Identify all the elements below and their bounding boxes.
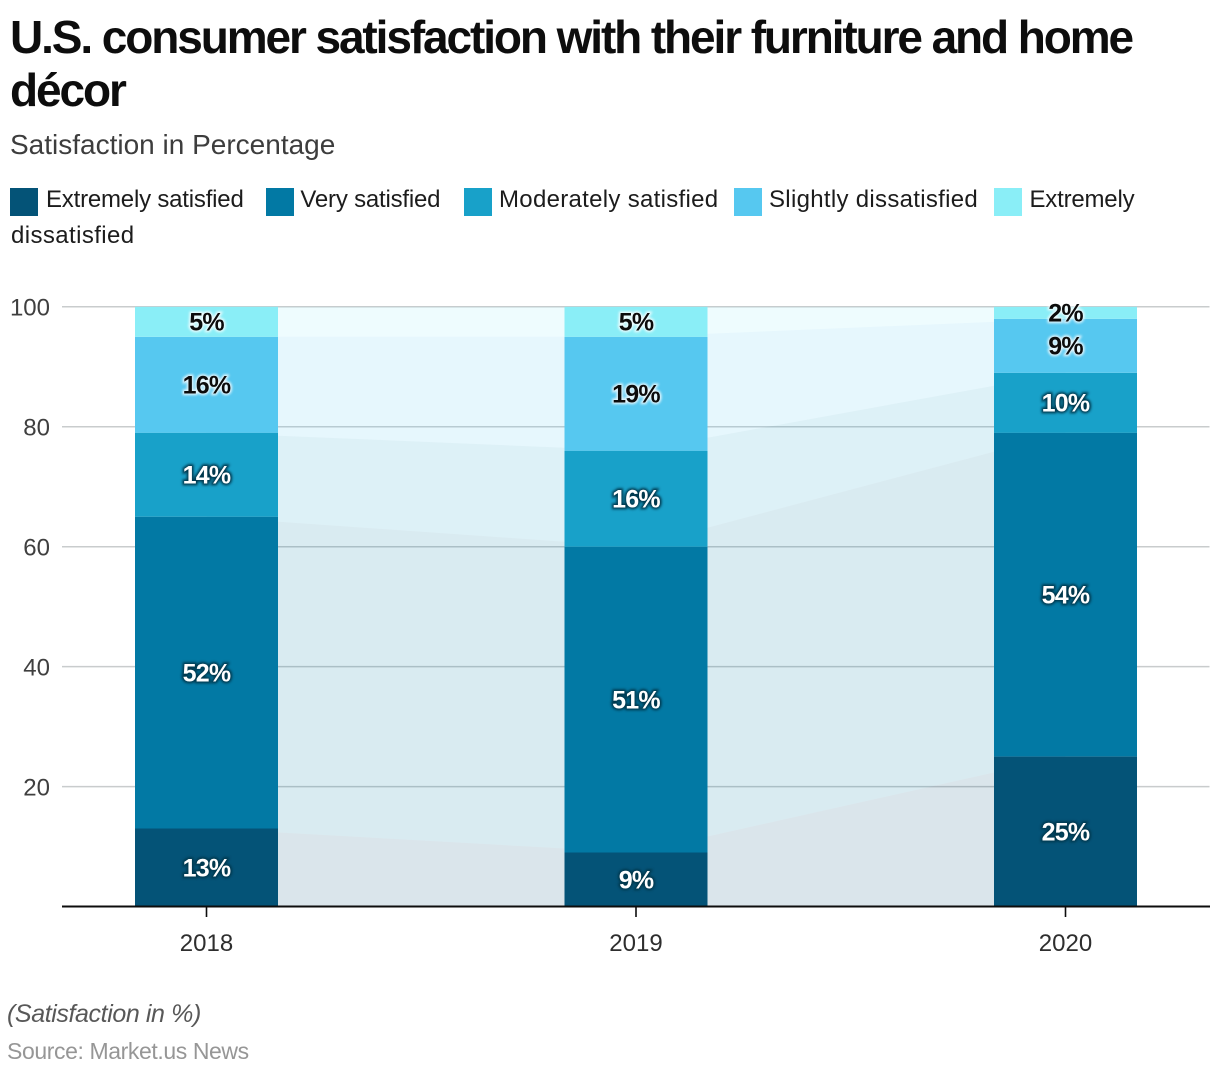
svg-text:9%: 9%	[1048, 333, 1083, 361]
svg-text:14%: 14%	[183, 462, 231, 490]
svg-text:25%: 25%	[1042, 818, 1090, 846]
svg-text:19%: 19%	[612, 381, 660, 409]
svg-text:20: 20	[23, 774, 50, 801]
svg-text:5%: 5%	[619, 309, 654, 337]
svg-text:9%: 9%	[1048, 333, 1083, 361]
svg-text:16%: 16%	[183, 372, 231, 400]
svg-text:2%: 2%	[1048, 300, 1083, 328]
svg-text:54%: 54%	[1042, 582, 1090, 610]
svg-text:52%: 52%	[183, 659, 231, 687]
svg-text:9%: 9%	[619, 866, 654, 894]
svg-text:14%: 14%	[183, 462, 231, 490]
svg-text:19%: 19%	[612, 381, 660, 409]
svg-text:5%: 5%	[189, 309, 224, 337]
svg-text:2018: 2018	[180, 930, 233, 957]
svg-text:13%: 13%	[183, 854, 231, 882]
svg-text:10%: 10%	[1042, 390, 1090, 418]
svg-text:2%: 2%	[1048, 300, 1083, 328]
svg-text:5%: 5%	[619, 309, 654, 337]
svg-text:16%: 16%	[612, 486, 660, 514]
svg-text:25%: 25%	[1042, 818, 1090, 846]
svg-text:100: 100	[10, 295, 50, 322]
svg-text:51%: 51%	[612, 686, 660, 714]
svg-text:80: 80	[23, 414, 50, 441]
svg-text:51%: 51%	[612, 686, 660, 714]
svg-text:54%: 54%	[1042, 582, 1090, 610]
svg-text:9%: 9%	[619, 866, 654, 894]
svg-text:16%: 16%	[612, 486, 660, 514]
svg-text:52%: 52%	[183, 659, 231, 687]
svg-text:5%: 5%	[189, 309, 224, 337]
svg-text:60: 60	[23, 534, 50, 561]
svg-text:10%: 10%	[1042, 390, 1090, 418]
svg-text:13%: 13%	[183, 854, 231, 882]
svg-text:2019: 2019	[609, 930, 662, 957]
svg-text:16%: 16%	[183, 372, 231, 400]
svg-text:40: 40	[23, 654, 50, 681]
svg-text:2020: 2020	[1039, 930, 1092, 957]
